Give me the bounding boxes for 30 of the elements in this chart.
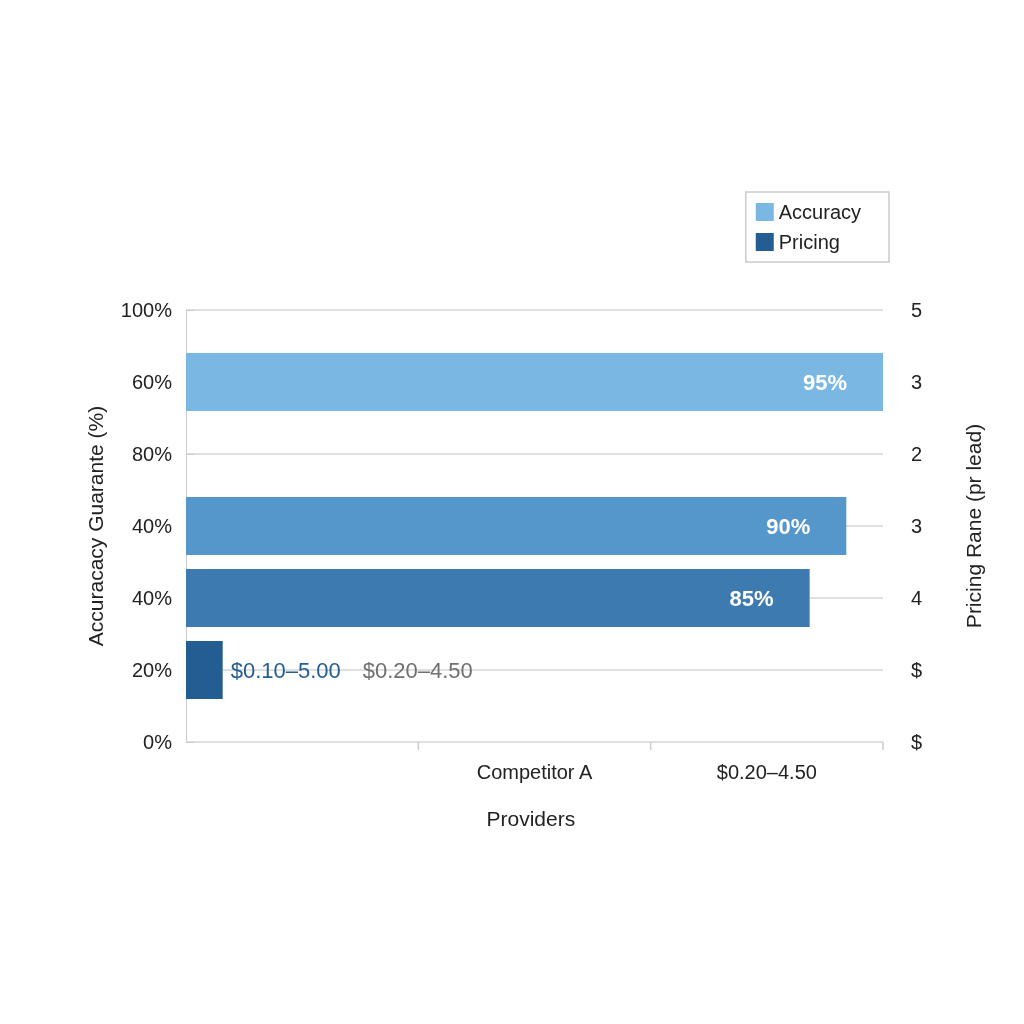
y-tick-label: 100% [120,299,173,321]
data-label: 95% [802,369,847,395]
y2-tick-label: 5 [911,299,923,321]
bar [186,353,883,411]
y2-tick-label: 3 [911,371,923,393]
x-axis-title: Providers [486,807,576,830]
y2-tick-label: 4 [911,587,923,609]
y-tick-label: 60% [131,371,173,393]
legend-label: Pricing [778,231,840,253]
bar [186,497,847,555]
y-tick-label: 0% [143,731,173,753]
y-tick-label: 40% [131,587,173,609]
y2-tick-label: 2 [911,443,923,465]
bar [186,641,223,699]
y-tick-label: 40% [131,515,173,537]
text: $0.20–4.50 [716,761,817,783]
y2-axis-title: Pricing Rane (pr lead) [962,423,985,629]
y-tick-label: 20% [131,659,173,681]
text: Competitor A [476,761,593,783]
y-tick-label: 80% [131,443,173,465]
data-label: 85% [729,585,774,611]
bar [186,569,810,627]
annotation: $0.20–4.50 [362,657,473,683]
y-axis-title: Accuracacy Guarante (%) [84,405,107,647]
data-label: $0.10–5.00 [230,657,341,683]
legend-label: Accuracy [778,201,861,223]
data-label: 90% [766,513,811,539]
y2-tick-label: $ [911,731,923,753]
y2-tick-label: 3 [911,515,923,537]
y2-tick-label: $ [911,659,923,681]
